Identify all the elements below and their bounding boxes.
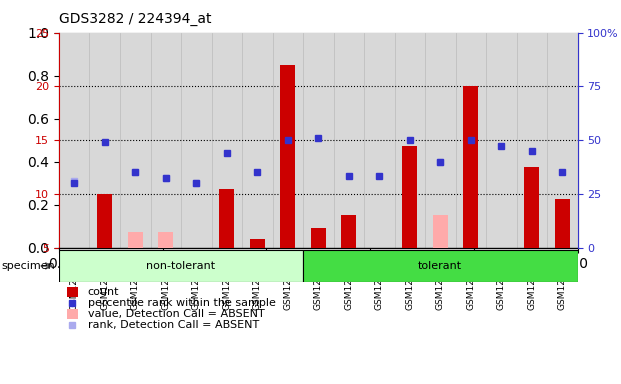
Bar <box>310 228 326 248</box>
Text: non-tolerant: non-tolerant <box>147 261 215 271</box>
Bar <box>219 189 234 248</box>
Text: value, Detection Call = ABSENT: value, Detection Call = ABSENT <box>88 309 265 319</box>
Text: GDS3282 / 224394_at: GDS3282 / 224394_at <box>59 12 212 25</box>
Bar <box>250 239 265 248</box>
Bar <box>67 309 78 319</box>
Bar <box>280 65 296 248</box>
Bar <box>555 199 570 248</box>
Bar <box>128 232 143 248</box>
Bar <box>67 287 78 298</box>
Text: tolerant: tolerant <box>418 261 462 271</box>
Text: specimen: specimen <box>1 261 55 271</box>
Bar <box>433 215 448 248</box>
Bar <box>303 250 578 282</box>
Bar <box>402 146 417 248</box>
Bar <box>341 215 356 248</box>
Bar <box>524 167 540 248</box>
Bar <box>158 232 173 248</box>
Text: percentile rank within the sample: percentile rank within the sample <box>88 298 275 308</box>
Bar <box>463 86 478 248</box>
Text: count: count <box>88 287 119 297</box>
Bar <box>59 250 303 282</box>
Bar <box>97 194 112 248</box>
Text: rank, Detection Call = ABSENT: rank, Detection Call = ABSENT <box>88 320 259 330</box>
